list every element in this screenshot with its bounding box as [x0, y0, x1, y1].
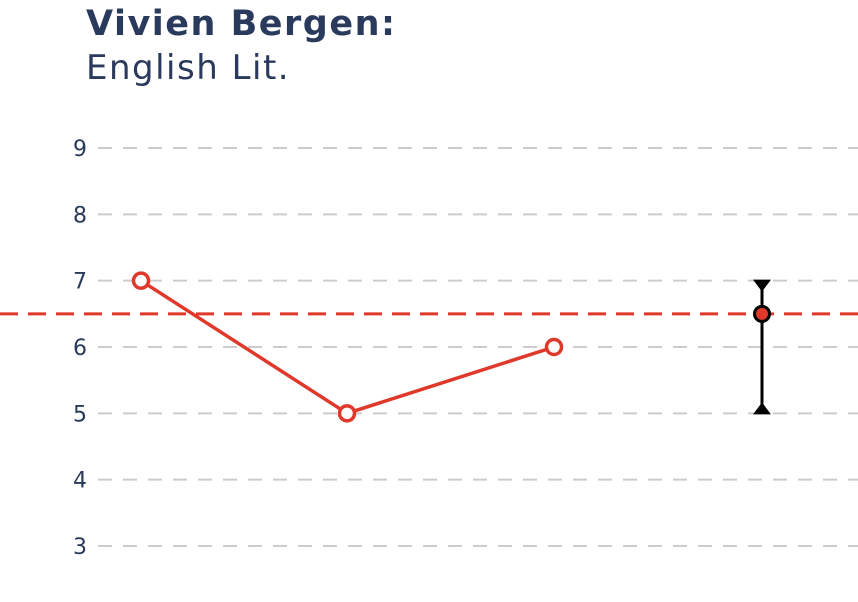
- series-group: [131, 271, 564, 423]
- range-max-marker: [753, 279, 771, 292]
- range-indicator: [753, 279, 771, 415]
- y-tick-label-6: 6: [73, 336, 87, 361]
- data-point-3: [544, 337, 564, 357]
- range-mean-point: [753, 304, 771, 323]
- y-tick-label-3: 3: [73, 535, 87, 560]
- y-tick-label-4: 4: [73, 469, 87, 494]
- y-tick-label-8: 8: [73, 203, 87, 228]
- grid-lines: [98, 147, 858, 547]
- chart-subtitle: English Lit.: [86, 48, 291, 88]
- y-axis-ticks: 3 4 5 6 7 8 9: [73, 137, 87, 560]
- y-tick-label-5: 5: [73, 402, 87, 427]
- data-point-2: [337, 404, 357, 423]
- y-tick-label-9: 9: [73, 137, 87, 162]
- chart-title: Vivien Bergen:: [86, 4, 397, 44]
- range-min-marker: [753, 402, 771, 415]
- data-point-1: [131, 271, 151, 290]
- y-tick-label-7: 7: [73, 270, 87, 295]
- title-block: Vivien Bergen: English Lit.: [86, 2, 397, 90]
